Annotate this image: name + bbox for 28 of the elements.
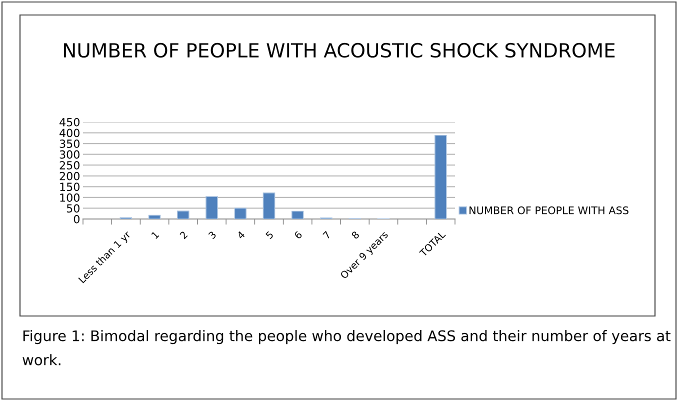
x-tick-label: 3 [208,230,217,240]
y-tick-label: 400 [60,128,80,138]
x-tick-label: 5 [265,230,274,240]
y-tick-label: 100 [60,193,80,202]
x-tick-label: 8 [351,230,360,240]
bar [206,196,218,219]
x-tick-label: 7 [322,230,331,240]
y-tick-label: 350 [60,140,80,148]
y-tick-label: 250 [60,161,80,170]
caption: Figure 1: Bimodal regarding the people who developed ASS and their number of years at work. [22,330,670,366]
y-tick-label: 450 [60,118,80,126]
y-tick-label: 50 [66,204,80,213]
x-tick-label: 4 [236,230,246,240]
x-tick-label: 2 [179,230,188,240]
y-tick-label: 150 [60,182,80,192]
x-tick-label: 1 [151,230,160,239]
bar [177,210,190,219]
bar [148,214,161,219]
bar [291,210,304,219]
chart-title: NUMBER OF PEOPLE WITH ACOUSTIC SHOCK SYNDROME [64,42,615,58]
y-tick-label: 0 [74,214,80,224]
bar [234,208,247,219]
y-tick-label: 300 [60,150,80,159]
y-tick-label: 200 [60,172,80,180]
legend-label: NUMBER OF PEOPLE WITH ASS [470,206,628,214]
x-tick-label: 6 [294,230,303,240]
bar [262,192,276,219]
bar [434,134,447,219]
